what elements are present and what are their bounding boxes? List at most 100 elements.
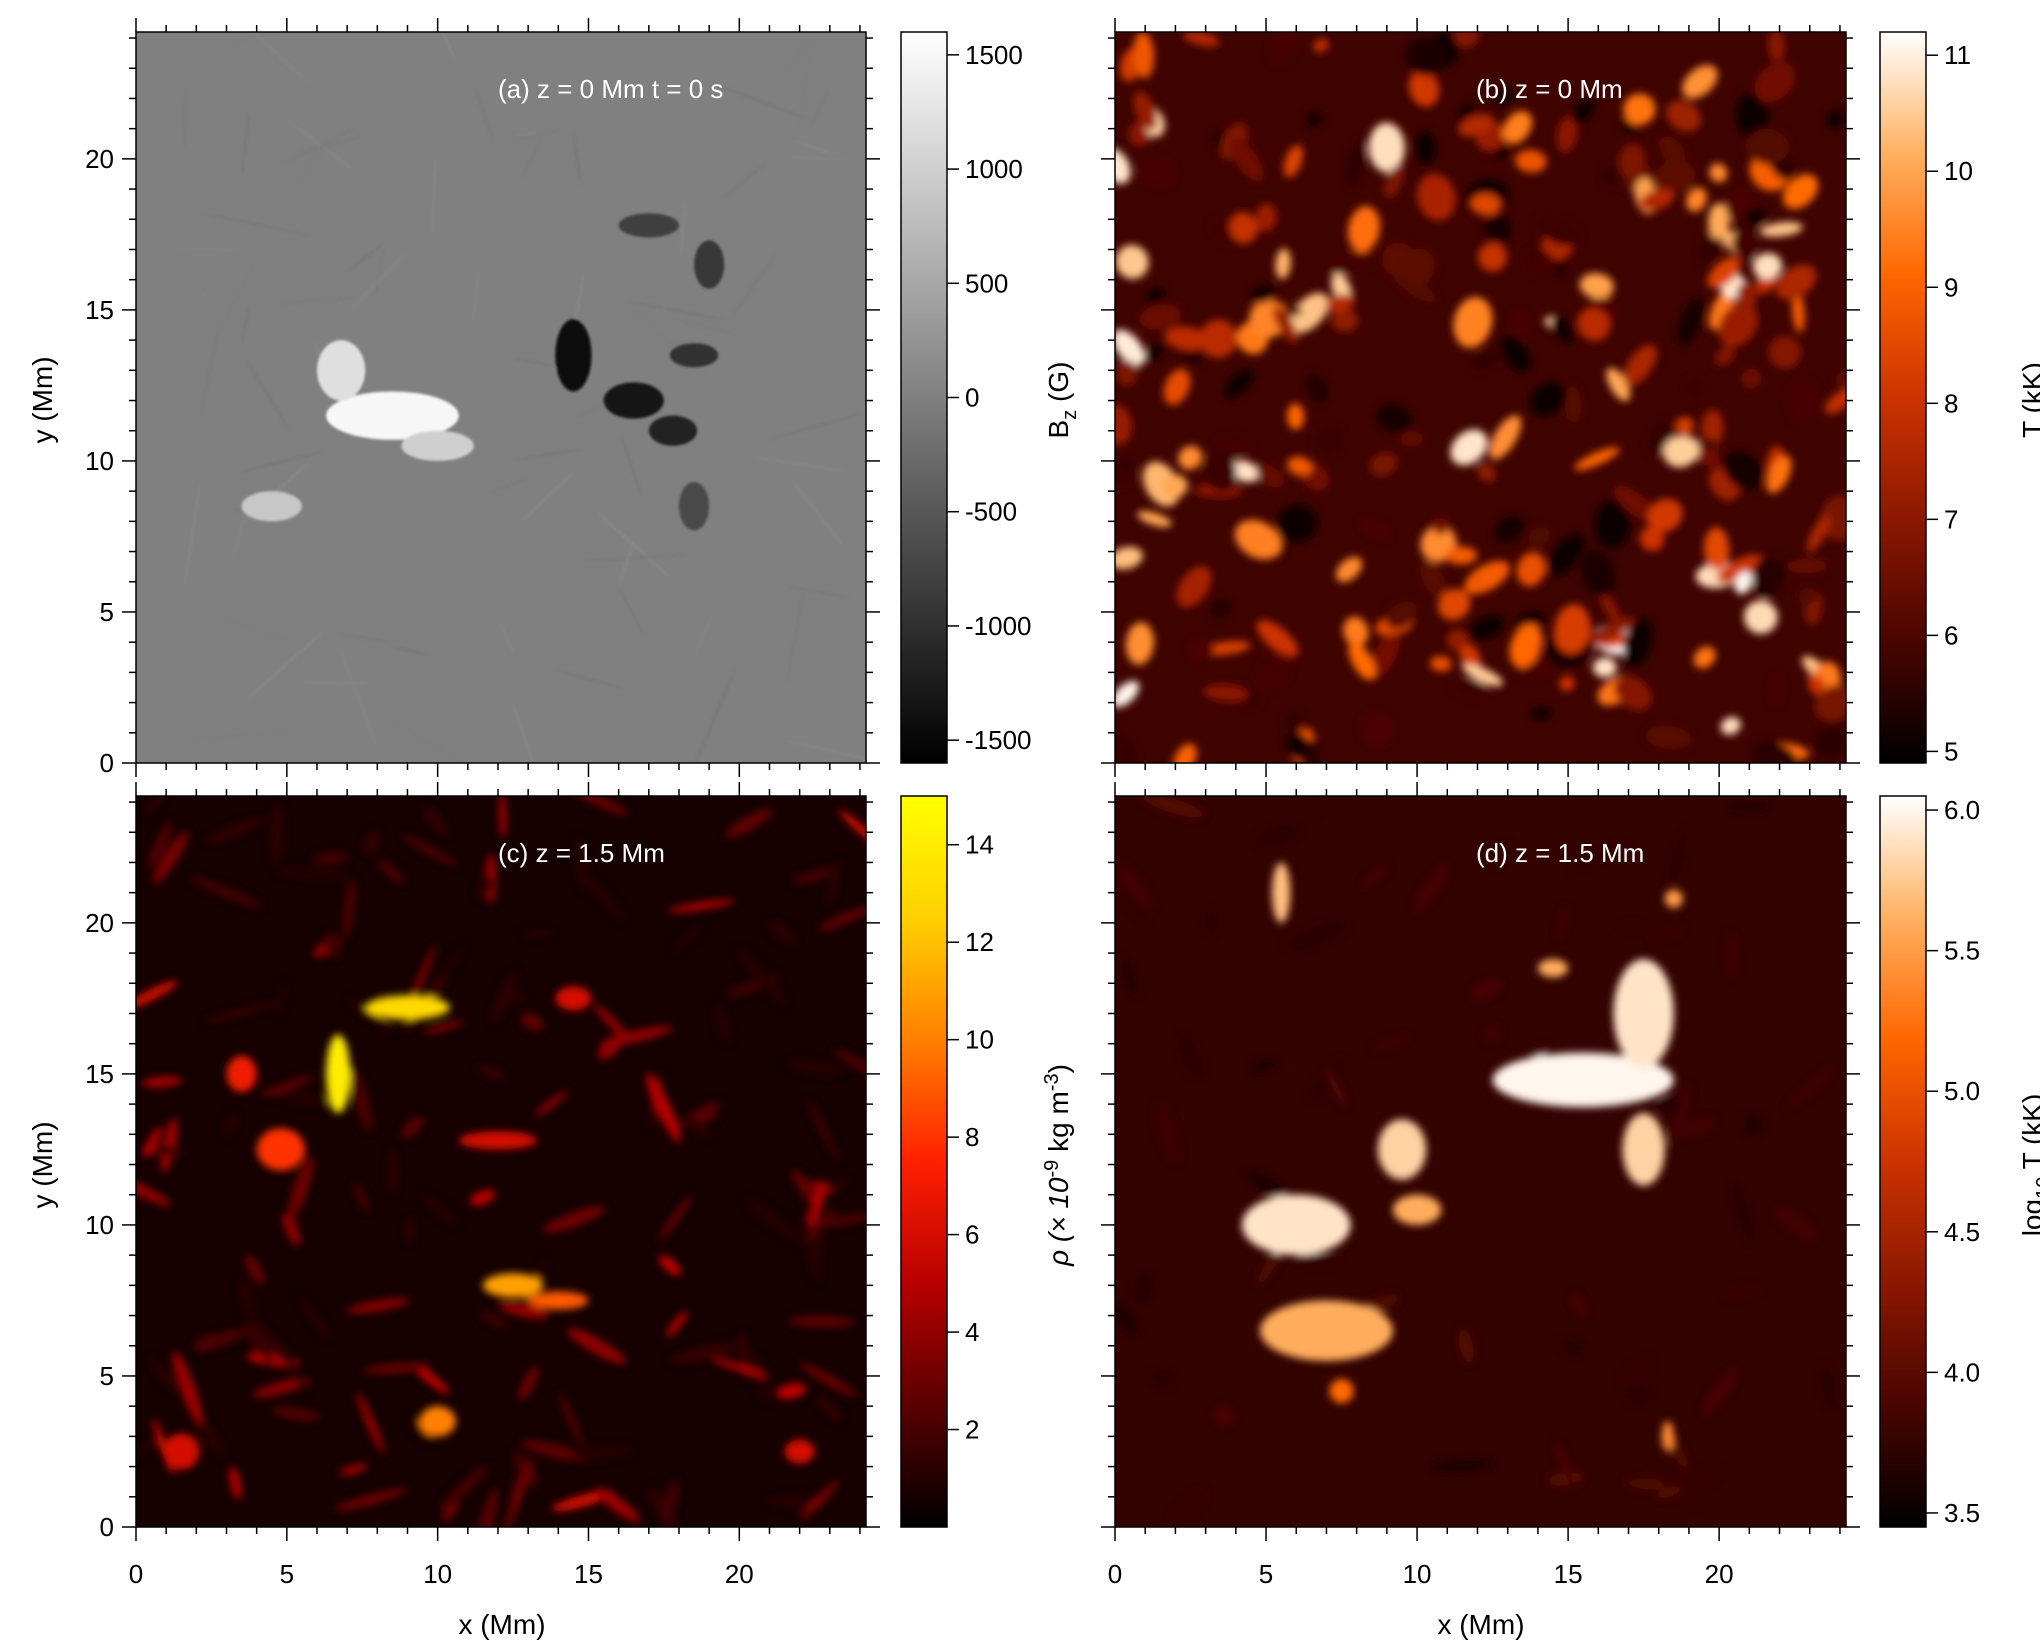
density-filament	[753, 1354, 769, 1403]
cool-patch	[1557, 907, 1567, 940]
panel-a-feature	[694, 240, 725, 289]
density-filament	[282, 1212, 301, 1246]
panel-c-feature	[256, 1128, 305, 1171]
density-filament	[325, 931, 340, 959]
cool-patch	[1250, 1059, 1277, 1072]
density-filament	[136, 980, 178, 1010]
density-filament	[667, 899, 735, 913]
granule	[1122, 747, 1137, 763]
density-filament	[136, 1439, 161, 1461]
intergranular-lane	[783, 32, 819, 77]
density-filament	[245, 1254, 265, 1285]
panel-a-feature	[678, 482, 710, 531]
panel-a-label: (a) z = 0 Mm t = 0 s	[498, 74, 723, 104]
granule	[1287, 403, 1305, 430]
cool-patch	[1650, 927, 1684, 942]
panel-c-feature	[528, 1291, 589, 1310]
intergranular-lane	[731, 252, 778, 318]
granule	[1369, 452, 1398, 477]
cool-patch	[1743, 1115, 1763, 1136]
granule	[1478, 242, 1508, 272]
density-filament	[362, 1362, 431, 1375]
granule	[1564, 385, 1582, 424]
granule	[1400, 431, 1424, 447]
intergranular-lane	[183, 482, 201, 590]
granule	[1692, 447, 1721, 467]
intergranular-lane	[243, 32, 311, 86]
cool-patch	[1256, 825, 1299, 847]
density-filament	[562, 796, 629, 816]
density-filament	[833, 1049, 866, 1079]
granule	[1500, 335, 1531, 373]
intergranular-lane	[474, 87, 495, 144]
intergranular-lane	[285, 118, 356, 172]
panel-a-frame	[135, 31, 867, 764]
cool-patch	[1774, 1208, 1817, 1240]
granule	[1807, 674, 1825, 695]
granule	[1509, 624, 1543, 668]
granule	[1502, 110, 1533, 145]
panel-c-background	[136, 796, 866, 1527]
density-filament	[816, 1395, 843, 1422]
cool-patch	[1786, 1066, 1835, 1110]
cool-patch	[1559, 1341, 1586, 1354]
granule	[1133, 91, 1157, 131]
intergranular-lane	[723, 162, 768, 199]
granule	[1369, 633, 1400, 679]
panel-b-axes	[1101, 18, 1860, 777]
density-filament	[683, 1115, 711, 1138]
colorbar-c-title: ρ (× 10-9 kg m-3)	[1041, 1064, 1074, 1267]
density-filament	[475, 1487, 499, 1527]
cool-patch	[1458, 1328, 1474, 1364]
cool-patch	[1296, 1253, 1338, 1266]
panel-d-feature	[1622, 1113, 1665, 1186]
colorbar-a: -1500 -1000 -500 0 500 1000 1500	[900, 31, 1032, 764]
granule	[1173, 743, 1197, 763]
granule	[1484, 213, 1512, 244]
intergranular-lane	[797, 37, 814, 136]
intergranular-lane	[431, 150, 437, 241]
colorbar-b-gradient	[1879, 31, 1927, 764]
panel-a-feature	[669, 343, 719, 368]
density-filament	[229, 1466, 242, 1500]
colorbar-tick-label: 8	[965, 1122, 979, 1152]
intergranular-lane	[181, 275, 219, 307]
granule	[1275, 248, 1291, 280]
granule	[1766, 455, 1792, 494]
panel-c-feature	[226, 1055, 257, 1093]
granule	[1255, 463, 1284, 488]
intergranular-lane	[347, 244, 383, 272]
granule	[1178, 445, 1203, 470]
colorbar-tick-label: 14	[965, 830, 994, 860]
granule	[1547, 533, 1585, 576]
x-axis-title-right: x (Mm)	[1437, 1609, 1524, 1640]
density-filament	[806, 1099, 840, 1162]
cool-patch	[1414, 864, 1448, 912]
granule	[1360, 712, 1393, 745]
intergranular-lane	[217, 104, 265, 200]
density-filament	[440, 1465, 489, 1510]
granule	[1647, 498, 1683, 533]
granule	[1115, 329, 1146, 367]
granule	[1272, 306, 1298, 344]
panel-d-feature	[1613, 959, 1674, 1068]
density-filament	[776, 1383, 807, 1400]
density-filament	[356, 1392, 385, 1454]
granule	[1718, 303, 1758, 347]
intergranular-lane	[471, 264, 480, 328]
density-filament	[238, 1278, 257, 1318]
granule	[1743, 600, 1778, 634]
density-filament	[343, 878, 356, 940]
cool-patch	[1658, 1098, 1684, 1114]
granule	[1752, 740, 1799, 763]
panel-d-feature	[1392, 1194, 1442, 1225]
granule	[1331, 309, 1358, 332]
density-filament	[490, 970, 518, 1024]
intergranular-lane	[522, 136, 542, 178]
density-filament	[423, 1021, 464, 1033]
density-filament	[736, 948, 787, 1005]
granule	[1623, 93, 1656, 125]
intergranular-lane	[662, 196, 714, 230]
granule	[1715, 345, 1735, 366]
density-filament	[567, 1328, 627, 1365]
